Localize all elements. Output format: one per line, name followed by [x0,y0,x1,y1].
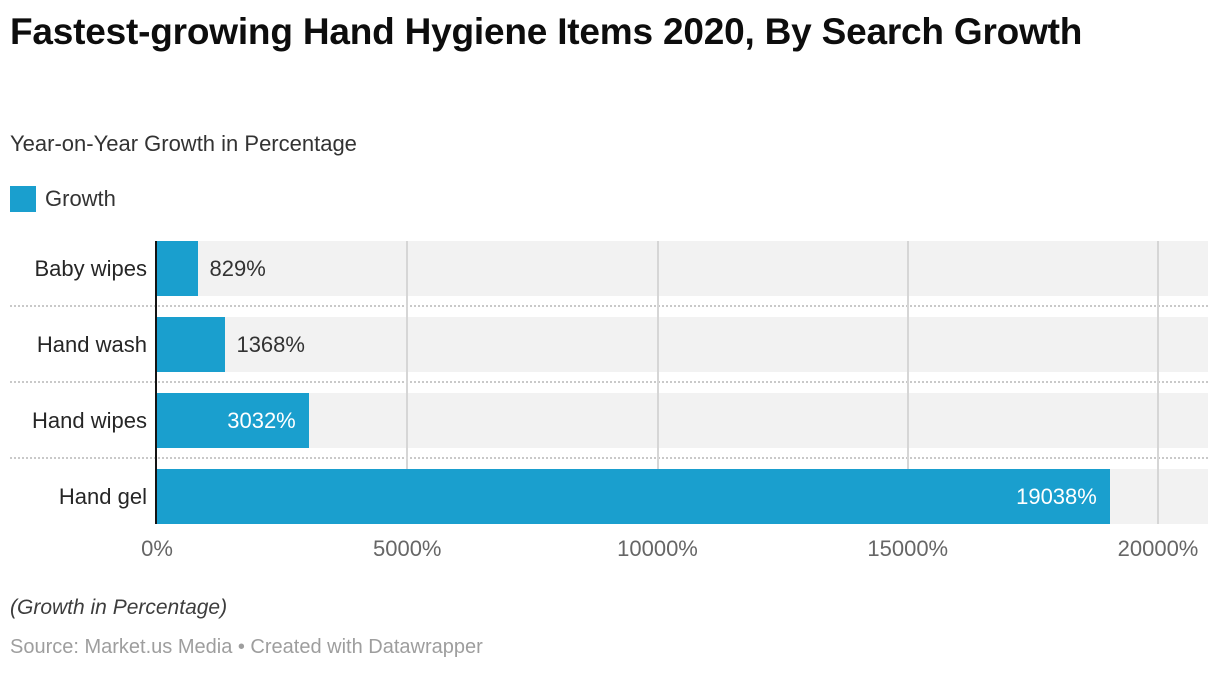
category-label: Hand wash [36,331,147,357]
category-label: Baby wipes [34,255,147,281]
category-label: Hand gel [58,483,147,509]
chart-gridline [906,241,909,524]
axis-baseline [155,241,157,524]
chart-subtitle: Year-on-Year Growth in Percentage [10,131,357,156]
chart-gridline [656,241,659,524]
bar-track [157,317,1208,372]
bar-track [157,393,1208,448]
axis-tick-label: 20000% [1117,536,1199,561]
category-label: Hand wipes [32,407,147,433]
chart-gridline [1157,241,1159,524]
row-separator [10,457,1208,459]
source-line: Source: Market.us Media • Created with D… [10,636,483,658]
chart-gridline [406,241,409,524]
value-label: 1368% [236,331,305,357]
bar [157,317,226,372]
axis-tick-label: 0% [141,536,173,561]
axis-tick-label: 10000% [617,536,698,561]
bar-track [157,241,1208,296]
value-label: 19038% [1016,483,1097,509]
legend-color-swatch [10,186,36,212]
bar [157,393,309,448]
value-label: 3032% [227,407,296,433]
footnote: (Growth in Percentage) [10,596,228,619]
axis-tick-label: 15000% [867,536,949,561]
bar [157,469,1110,524]
row-separator [10,381,1208,383]
axis-tick-label: 5000% [372,536,442,561]
legend-label: Growth [45,186,116,211]
chart-title: Fastest-growing Hand Hygiene Items 2020,… [10,11,1083,52]
bar [157,241,199,296]
row-separator [10,305,1208,307]
legend: Growth [10,186,116,212]
value-label: 829% [209,255,266,281]
